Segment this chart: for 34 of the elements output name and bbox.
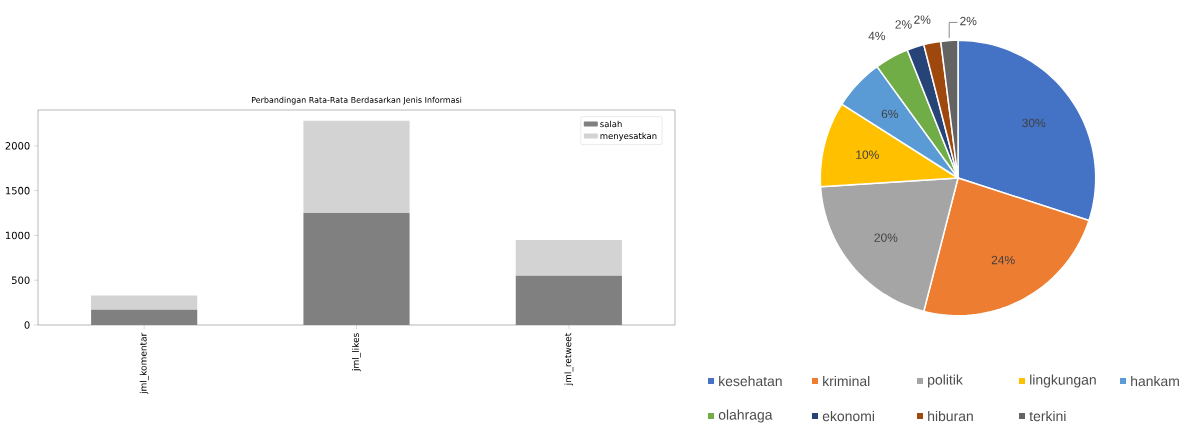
legend-label: hiburan [928, 410, 973, 422]
bar [303, 213, 410, 325]
x-tick-label: jml_komentar [139, 332, 149, 395]
x-tick-label: jml_retweet [564, 332, 574, 386]
data-label: 2% [960, 16, 977, 26]
data-label: 2% [914, 15, 931, 24]
bar [303, 120, 410, 214]
legend-label: ekonomi [822, 410, 874, 422]
bar [515, 275, 622, 325]
legend-label: terkini [1029, 410, 1066, 422]
bar [91, 295, 198, 310]
y-tick-label: 1500 [5, 186, 30, 195]
legend-label: hankam [1131, 375, 1179, 387]
bar [515, 239, 622, 276]
y-tick-label: 2000 [5, 142, 30, 150]
legend-label: politik [928, 374, 963, 388]
data-label: 4% [868, 31, 886, 41]
legend-label: olahraga [718, 409, 773, 423]
legend-label: menyesatkan [600, 132, 657, 141]
data-label: 2% [895, 20, 912, 29]
y-tick-label: 1000 [5, 231, 30, 240]
data-label: 20% [874, 233, 898, 242]
data-label: 30% [1022, 118, 1046, 128]
legend-label: lingkungan [1030, 374, 1096, 388]
data-label: 24% [991, 255, 1015, 265]
x-tick-label: jml_likes [352, 333, 361, 372]
legend-label: salah [600, 120, 622, 128]
data-label: 6% [881, 109, 898, 119]
y-tick-label: 500 [11, 276, 30, 284]
bar [91, 309, 198, 325]
legend-label: kesehatan [719, 375, 782, 387]
legend-label: kriminal [823, 375, 870, 387]
data-label: 10% [856, 150, 879, 159]
y-tick-label: 0 [24, 321, 30, 329]
